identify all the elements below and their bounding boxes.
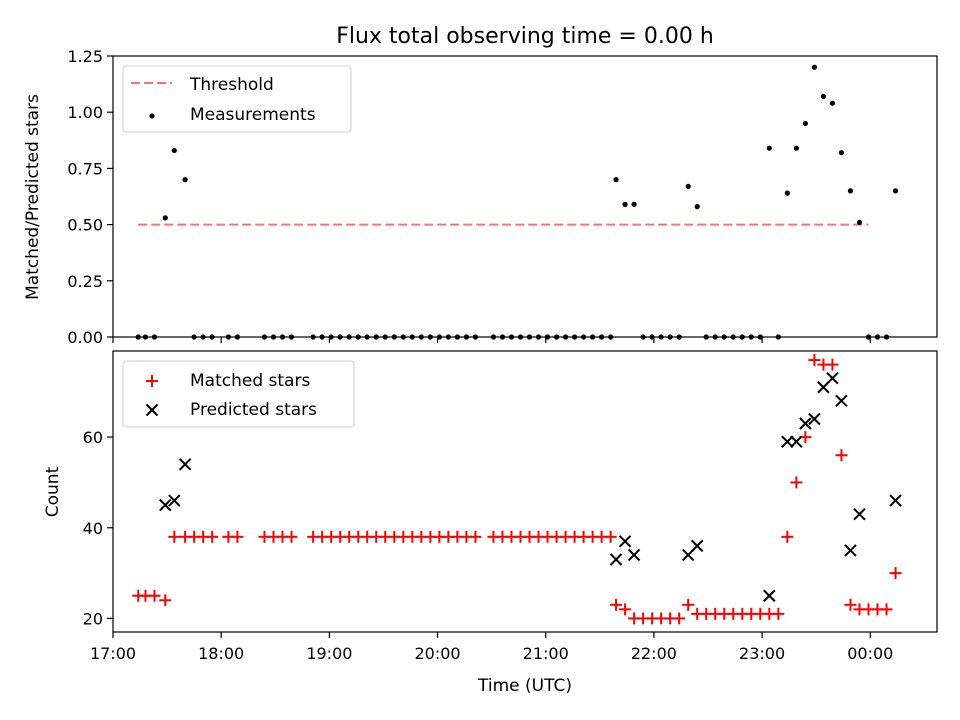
measurement-point [766, 145, 772, 151]
predicted-star-marker [853, 507, 866, 521]
top-y-tick-label: 1.25 [67, 47, 103, 66]
predicted-star-marker [889, 494, 902, 507]
top-y-axis-label: Matched/Predicted stars [23, 94, 43, 300]
predicted-star-marker [627, 548, 641, 562]
matched-star-marker [231, 530, 244, 543]
x-tick-label: 22:00 [631, 644, 677, 663]
matched-star-marker [682, 598, 695, 611]
predicted-star-marker [763, 589, 776, 602]
measurement-point [856, 219, 863, 225]
top-y-tick-label: 0.00 [67, 328, 103, 347]
top-y-tick-label: 0.50 [67, 216, 103, 235]
matched-star-marker [889, 567, 902, 580]
measurement-point [613, 177, 619, 183]
matched-star-marker [781, 530, 794, 543]
matched-star-marker [835, 449, 848, 462]
predicted-star-marker [826, 371, 839, 385]
bottom-axes-frame [112, 350, 938, 633]
x-tick-label: 21:00 [523, 644, 569, 663]
matched-star-marker [469, 530, 482, 543]
chart-title: Flux total observing time = 0.00 h [336, 24, 714, 49]
predicted-star-marker [618, 535, 632, 548]
predicted-star-marker [690, 539, 704, 553]
top-legend-box [122, 65, 352, 133]
legend-matched-swatch [146, 375, 158, 387]
measurement-point [802, 120, 808, 127]
matched-star-marker [844, 598, 857, 611]
predicted-star-marker [790, 435, 803, 448]
measurement-point [892, 188, 899, 194]
bottom-legend: Matched stars Predicted stars [122, 360, 355, 428]
top-axes-frame [112, 55, 938, 338]
bottom-legend-box [122, 360, 355, 428]
matched-star-marker [772, 607, 785, 620]
bottom-y-tick-label: 20 [83, 609, 103, 628]
matched-star-marker [148, 589, 161, 602]
predicted-star-marker [178, 458, 192, 471]
predicted-star-marker [609, 553, 623, 566]
predicted-star-marker [799, 417, 812, 430]
measurement-point [811, 64, 817, 70]
predicted-star-marker [844, 544, 857, 557]
legend-predicted-label: Predicted stars [190, 400, 317, 420]
measurement-point [847, 188, 854, 194]
top-y-tick-label: 0.25 [67, 272, 103, 291]
predicted-star-marker [781, 435, 794, 448]
measurement-point [694, 204, 700, 210]
legend-measurements-swatch [149, 113, 155, 119]
matched-star-marker [604, 530, 617, 543]
top-panel: 0.00 0.25 0.50 0.75 1.00 1.25 Threshold Measure… [67, 47, 938, 347]
matched-star-marker [168, 530, 181, 543]
matched-star-marker [159, 594, 172, 607]
x-tick-label: 00:00 [847, 644, 893, 663]
matched-star-marker [285, 530, 298, 543]
bottom-y-tick-label: 40 [83, 519, 103, 538]
bottom-y-axis-label: Count [43, 466, 63, 517]
measurement-point [631, 201, 637, 207]
predicted-star-marker [168, 494, 181, 507]
matched-star-marker [826, 358, 839, 371]
top-legend: Threshold Measurements [122, 65, 352, 133]
predicted-star-marker [159, 498, 172, 512]
top-y-tick-label: 1.00 [67, 103, 103, 122]
bottom-panel: 20 40 60 17:00 18:00 19:00 20:00 21:00 22:00 23:0… [83, 350, 938, 663]
x-tick-label: 19:00 [306, 644, 352, 663]
matched-star-marker [790, 476, 803, 489]
x-tick-label: 18:00 [198, 644, 244, 663]
matched-star-marker [673, 612, 686, 625]
measurement-point [685, 183, 691, 189]
predicted-star-marker [808, 412, 821, 426]
predicted-star-marker [835, 394, 848, 408]
matched-star-marker [610, 598, 623, 611]
x-tick-label: 23:00 [739, 644, 785, 663]
measurement-point [829, 100, 836, 106]
legend-matched-label: Matched stars [190, 371, 310, 391]
top-y-tick-label: 0.75 [67, 159, 103, 178]
measurement-point [182, 177, 188, 183]
measurement-point [838, 150, 845, 156]
measurement-point [162, 215, 168, 221]
matched-star-marker [880, 603, 893, 616]
x-axis-label: Time (UTC) [477, 676, 572, 696]
legend-measurements-label: Measurements [190, 105, 316, 125]
x-tick-label: 17:00 [90, 644, 136, 663]
measurement-point [784, 190, 790, 196]
matched-star-marker [808, 354, 821, 367]
measurement-point [820, 93, 827, 100]
matched-star-marker [206, 530, 219, 543]
legend-predicted-swatch [145, 403, 159, 417]
legend-threshold-label: Threshold [189, 75, 274, 95]
measurement-point [171, 147, 177, 154]
matched-star-marker [619, 603, 632, 616]
measurement-point [793, 145, 799, 151]
measurement-point [622, 201, 628, 207]
x-tick-label: 20:00 [414, 644, 460, 663]
bottom-y-tick-label: 60 [83, 428, 103, 447]
